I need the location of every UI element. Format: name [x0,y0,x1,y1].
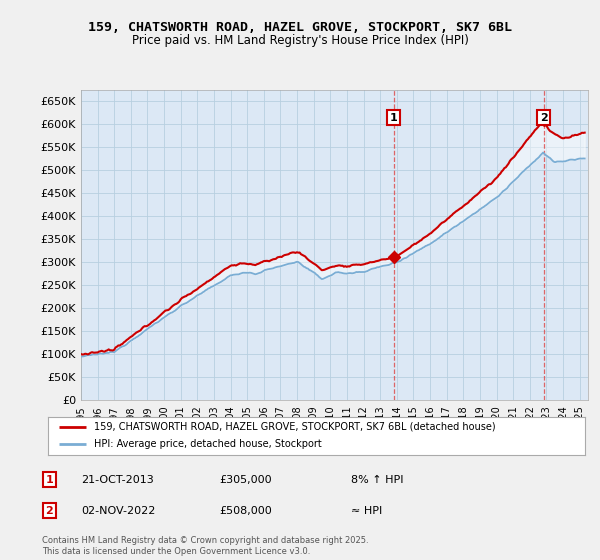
Text: £508,000: £508,000 [219,506,272,516]
Text: 1: 1 [390,113,398,123]
Text: HPI: Average price, detached house, Stockport: HPI: Average price, detached house, Stoc… [94,440,322,450]
Text: Contains HM Land Registry data © Crown copyright and database right 2025.
This d: Contains HM Land Registry data © Crown c… [42,536,368,556]
Text: £305,000: £305,000 [219,475,272,485]
Text: 2: 2 [46,506,53,516]
Text: 21-OCT-2013: 21-OCT-2013 [81,475,154,485]
Text: 159, CHATSWORTH ROAD, HAZEL GROVE, STOCKPORT, SK7 6BL (detached house): 159, CHATSWORTH ROAD, HAZEL GROVE, STOCK… [94,422,495,432]
Text: 02-NOV-2022: 02-NOV-2022 [81,506,155,516]
Text: 8% ↑ HPI: 8% ↑ HPI [351,475,404,485]
Text: Price paid vs. HM Land Registry's House Price Index (HPI): Price paid vs. HM Land Registry's House … [131,34,469,46]
Text: 1: 1 [46,475,53,485]
Text: ≈ HPI: ≈ HPI [351,506,382,516]
Text: 2: 2 [540,113,548,123]
Text: 159, CHATSWORTH ROAD, HAZEL GROVE, STOCKPORT, SK7 6BL: 159, CHATSWORTH ROAD, HAZEL GROVE, STOCK… [88,21,512,34]
